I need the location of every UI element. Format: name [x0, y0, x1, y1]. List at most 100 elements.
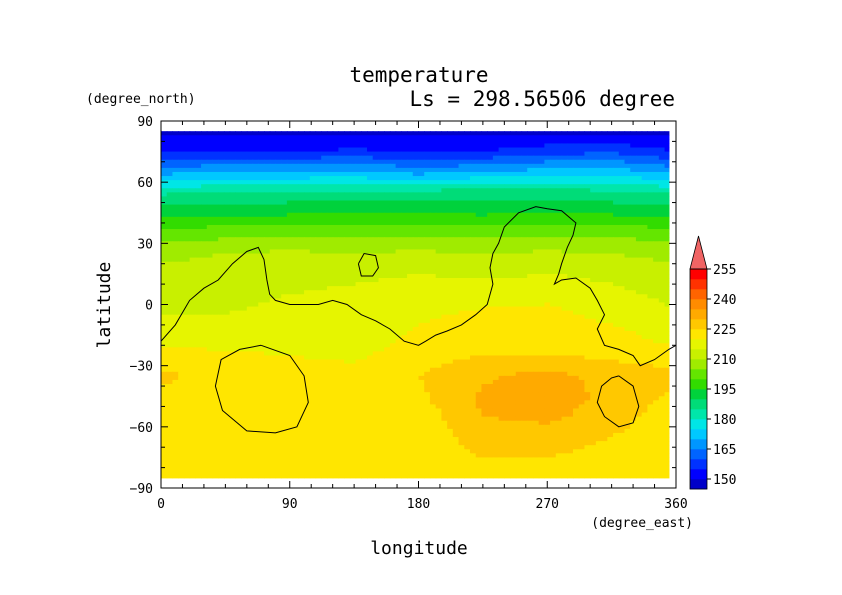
- heatmap-cell: [658, 200, 666, 206]
- heatmap-cell: [475, 351, 483, 357]
- heatmap-cell: [264, 290, 271, 295]
- heatmap-cell: [504, 347, 511, 352]
- heatmap-cell: [315, 282, 322, 287]
- heatmap-cell: [441, 237, 448, 242]
- heatmap-cell: [607, 347, 614, 352]
- heatmap-cell: [441, 224, 448, 230]
- heatmap-cell: [332, 286, 339, 291]
- heatmap-cell: [212, 229, 219, 234]
- heatmap-cell: [286, 220, 294, 226]
- heatmap-cell: [435, 286, 442, 291]
- heatmap-cell: [601, 335, 608, 340]
- heatmap-cell: [550, 155, 557, 161]
- heatmap-cell: [510, 326, 517, 332]
- heatmap-cell: [607, 151, 614, 157]
- heatmap-cell: [412, 277, 420, 283]
- heatmap-cell: [326, 265, 334, 271]
- heatmap-cell: [584, 216, 591, 222]
- heatmap-cell: [235, 282, 242, 287]
- heatmap-cell: [326, 143, 334, 149]
- heatmap-cell: [481, 351, 488, 357]
- heatmap-cell: [630, 298, 637, 304]
- heatmap-cell: [292, 135, 299, 140]
- heatmap-cell: [189, 306, 196, 312]
- heatmap-cell: [332, 131, 339, 136]
- heatmap-cell: [447, 188, 454, 193]
- heatmap-cell: [481, 265, 488, 271]
- heatmap-cell: [292, 200, 299, 206]
- heatmap-cell: [635, 241, 643, 246]
- heatmap-cell: [498, 253, 505, 259]
- heatmap-cell: [647, 188, 654, 193]
- heatmap-cell: [441, 339, 448, 344]
- heatmap-cell: [269, 131, 277, 136]
- heatmap-cell: [264, 204, 271, 210]
- heatmap-cell: [464, 335, 471, 340]
- heatmap-cell: [647, 176, 654, 181]
- heatmap-cell: [235, 351, 242, 357]
- heatmap-cell: [544, 139, 551, 145]
- heatmap-cell: [498, 159, 505, 165]
- heatmap-cell: [447, 220, 454, 226]
- heatmap-cell: [326, 216, 334, 222]
- heatmap-cell: [344, 204, 351, 210]
- heatmap-cell: [264, 335, 271, 340]
- heatmap-cell: [464, 331, 471, 336]
- heatmap-cell: [401, 180, 408, 185]
- heatmap-cell: [653, 347, 660, 352]
- heatmap-cell: [338, 163, 345, 169]
- heatmap-cell: [487, 229, 494, 234]
- heatmap-cell: [584, 339, 591, 344]
- heatmap-cell: [218, 322, 225, 328]
- heatmap-cell: [223, 200, 231, 206]
- heatmap-cell: [281, 192, 288, 198]
- heatmap-cell: [424, 314, 431, 320]
- heatmap-cell: [361, 220, 368, 226]
- heatmap-cell: [212, 241, 219, 246]
- heatmap-cell: [527, 139, 534, 145]
- heatmap-cell: [166, 220, 174, 226]
- heatmap-cell: [281, 286, 288, 291]
- heatmap-cell: [407, 298, 414, 304]
- heatmap-cell: [475, 163, 483, 169]
- heatmap-cell: [269, 277, 277, 283]
- heatmap-cell: [521, 220, 528, 226]
- heatmap-cell: [470, 249, 477, 255]
- heatmap-cell: [624, 200, 631, 206]
- heatmap-cell: [498, 216, 505, 222]
- heatmap-cell: [321, 163, 328, 169]
- heatmap-cell: [555, 208, 563, 214]
- heatmap-cell: [223, 241, 231, 246]
- heatmap-cell: [189, 265, 196, 271]
- heatmap-cell: [555, 347, 563, 352]
- heatmap-cell: [235, 298, 242, 304]
- heatmap-cell: [161, 310, 168, 316]
- heatmap-cell: [435, 176, 442, 181]
- heatmap-cell: [532, 261, 540, 267]
- heatmap-cell: [521, 298, 528, 304]
- heatmap-cell: [452, 237, 460, 242]
- heatmap-cell: [424, 237, 431, 242]
- heatmap-cell: [492, 233, 500, 238]
- heatmap-cell: [378, 241, 385, 246]
- heatmap-cell: [630, 135, 637, 140]
- heatmap-cell: [344, 167, 351, 173]
- heatmap-cell: [309, 347, 317, 352]
- heatmap-cell: [367, 269, 374, 275]
- heatmap-cell: [481, 249, 488, 255]
- heatmap-cell: [384, 314, 391, 320]
- heatmap-cell: [555, 167, 563, 173]
- heatmap-cell: [470, 131, 477, 136]
- heatmap-cell: [338, 347, 345, 352]
- heatmap-cell: [470, 286, 477, 291]
- heatmap-cell: [355, 135, 362, 140]
- heatmap-cell: [498, 331, 505, 336]
- heatmap-cell: [584, 257, 591, 263]
- heatmap-cell: [504, 163, 511, 169]
- heatmap-cell: [292, 237, 299, 242]
- heatmap-cell: [481, 155, 488, 161]
- heatmap-cell: [578, 200, 586, 206]
- heatmap-cell: [241, 151, 248, 157]
- heatmap-cell: [206, 286, 214, 291]
- heatmap-cell: [447, 135, 454, 140]
